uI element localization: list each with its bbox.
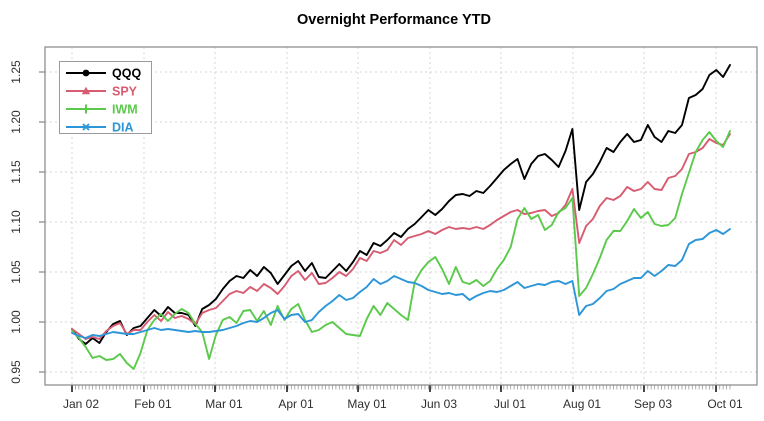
x-tick-label: Jun 03 — [421, 397, 457, 411]
x-tick-label: Oct 01 — [707, 397, 743, 411]
legend-layer: QQQ SPY IWM DIA — [59, 61, 152, 135]
x-tick-label: Sep 03 — [634, 397, 672, 411]
x-tick-label: Aug 01 — [563, 397, 601, 411]
legend-label: IWM — [112, 103, 138, 117]
x-tick-label: Apr 01 — [278, 397, 314, 411]
legend-item-IWM: IWM — [66, 103, 138, 117]
x-tick-label: Jul 01 — [494, 397, 526, 411]
series-line-DIA — [71, 228, 731, 339]
y-tick-label: 1.00 — [9, 310, 23, 334]
legend-marker-asterisk-icon — [81, 123, 91, 131]
legend-marker-plus-icon — [81, 104, 91, 114]
legend-item-DIA: DIA — [66, 121, 134, 135]
series-line-SPY — [71, 133, 731, 340]
legend-marker-triangle-icon — [81, 86, 91, 95]
y-tick-label: 1.25 — [9, 60, 23, 84]
legend-item-QQQ: QQQ — [66, 67, 141, 81]
plot-border — [44, 46, 758, 386]
series-line-IWM — [71, 130, 731, 370]
series-layer — [71, 64, 731, 370]
legend-label: DIA — [112, 121, 134, 135]
y-tick-label: 1.05 — [9, 260, 23, 284]
legend-label: QQQ — [112, 67, 141, 81]
y-tick-label: 1.15 — [9, 160, 23, 184]
y-tick-label: 1.10 — [9, 210, 23, 234]
chart-title: Overnight Performance YTD — [297, 12, 491, 28]
axes-layer: 0.95 1.00 1.05 1.10 1.15 1.20 1.25 Jan 02 Feb 01… — [9, 60, 743, 411]
x-tick-label: Jan 02 — [63, 397, 99, 411]
x-tick-label: Feb 01 — [134, 397, 172, 411]
legend-marker-circle-icon — [82, 69, 90, 77]
y-tick-label: 1.20 — [9, 110, 23, 134]
x-tick-label: May 01 — [347, 397, 387, 411]
grid-layer — [45, 47, 757, 385]
series-line-QQQ — [71, 64, 731, 345]
y-tick-label: 0.95 — [9, 360, 23, 384]
legend-item-SPY: SPY — [66, 85, 138, 99]
plot-border-layer — [44, 46, 758, 386]
legend-label: SPY — [112, 85, 138, 99]
x-tick-label: Mar 01 — [205, 397, 243, 411]
